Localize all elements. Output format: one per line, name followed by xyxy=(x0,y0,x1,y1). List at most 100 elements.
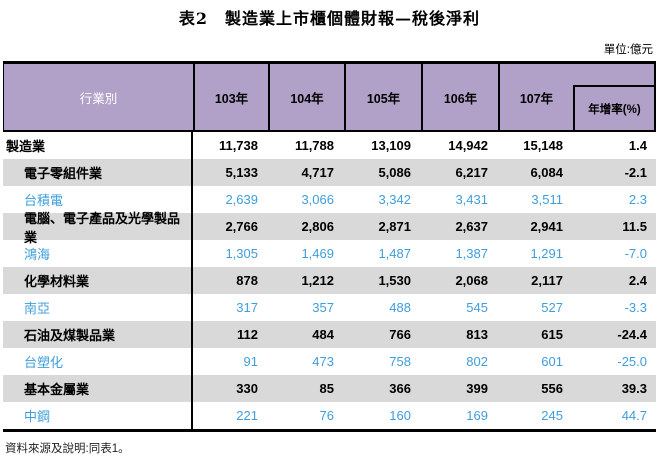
cell-growth-rate: -3.3 xyxy=(624,300,647,315)
cell-growth-rate: 11.5 xyxy=(622,219,647,234)
cell-year-value: 615 xyxy=(541,327,563,342)
cell-year-value: 6,084 xyxy=(530,165,563,180)
table-row: 南亞 317 357 488 545 527 -3.3 xyxy=(3,294,656,321)
cell-year-value: 221 xyxy=(236,408,258,423)
cell-year-value: 85 xyxy=(319,381,334,396)
cell-year-value: 1,212 xyxy=(301,273,334,288)
cell-year-value: 1,305 xyxy=(225,246,258,261)
row-category-label: 台積電 xyxy=(3,186,193,213)
cell-growth-rate: -2.1 xyxy=(624,165,647,180)
cell-year-value: 1,387 xyxy=(455,246,488,261)
cell-growth-rate: 44.7 xyxy=(621,408,647,423)
cell-year-value: 366 xyxy=(389,381,411,396)
header-industry-category: 行業別 xyxy=(79,91,118,106)
cell-year-value: 330 xyxy=(236,381,258,396)
cell-year-value: 473 xyxy=(312,354,334,369)
header-year-107: 107年 xyxy=(498,64,573,130)
header-year-104: 104年 xyxy=(268,64,344,130)
cell-growth-rate: -24.4 xyxy=(617,327,647,342)
cell-year-value: 802 xyxy=(466,354,488,369)
cell-year-value: 15,148 xyxy=(523,138,563,153)
table-row: 化學材料業 878 1,212 1,530 2,068 2,117 2.4 xyxy=(3,267,656,294)
cell-growth-rate: 1.4 xyxy=(628,138,647,153)
table-row: 基本金屬業 330 85 366 399 556 39.3 xyxy=(3,375,656,402)
cell-growth-rate: -7.0 xyxy=(624,246,647,261)
header-year-106: 106年 xyxy=(421,64,498,130)
row-category-label: 石油及煤製品業 xyxy=(3,321,193,348)
cell-year-value: 878 xyxy=(236,273,258,288)
cell-year-value: 2,117 xyxy=(531,273,563,288)
cell-year-value: 2,766 xyxy=(225,219,258,234)
row-category-label: 台塑化 xyxy=(3,348,193,375)
cell-year-value: 1,291 xyxy=(530,246,563,261)
cell-year-value: 3,431 xyxy=(455,192,488,207)
cell-year-value: 11,788 xyxy=(294,138,334,153)
cell-year-value: 2,639 xyxy=(225,192,258,207)
cell-year-value: 317 xyxy=(236,300,258,315)
header-growth-zone: 年增率(%) xyxy=(573,64,654,130)
cell-year-value: 1,487 xyxy=(378,246,411,261)
cell-year-value: 766 xyxy=(389,327,411,342)
cell-year-value: 160 xyxy=(389,408,411,423)
cell-year-value: 3,066 xyxy=(301,192,334,207)
cell-growth-rate: 39.3 xyxy=(621,381,647,396)
cell-year-value: 488 xyxy=(389,300,411,315)
page-title: 表2 製造業上市櫃個體財報—稅後淨利 xyxy=(178,9,481,28)
row-category-label: 南亞 xyxy=(3,294,193,321)
cell-year-value: 527 xyxy=(541,300,563,315)
row-category-label: 化學材料業 xyxy=(3,267,193,294)
cell-year-value: 545 xyxy=(466,300,488,315)
net-profit-table: 行業別 103年 104年 105年 106年 107年 年增率(%) 製造業 1… xyxy=(3,61,656,432)
row-category-label: 基本金屬業 xyxy=(3,375,193,402)
cell-year-value: 76 xyxy=(319,408,334,423)
table-body: 製造業 11,738 11,788 13,109 14,942 15,148 1.4 電子零組… xyxy=(3,132,656,432)
cell-year-value: 2,068 xyxy=(455,273,488,288)
row-category-label: 鴻海 xyxy=(3,240,193,267)
cell-year-value: 1,469 xyxy=(301,246,334,261)
cell-year-value: 14,942 xyxy=(448,138,488,153)
cell-year-value: 556 xyxy=(541,381,563,396)
table-row: 台積電 2,639 3,066 3,342 3,431 3,511 2.3 xyxy=(3,186,656,213)
cell-year-value: 4,717 xyxy=(301,165,334,180)
table-row: 石油及煤製品業 112 484 766 813 615 -24.4 xyxy=(3,321,656,348)
cell-year-value: 2,806 xyxy=(301,219,334,234)
unit-label: 單位:億元 xyxy=(603,44,653,56)
cell-year-value: 91 xyxy=(243,354,258,369)
cell-year-value: 357 xyxy=(312,300,334,315)
row-category-label: 電子零組件業 xyxy=(3,159,193,186)
row-category-label: 電腦、電子產品及光學製品業 xyxy=(3,211,193,245)
header-year-105: 105年 xyxy=(344,64,421,130)
cell-year-value: 112 xyxy=(237,327,258,342)
cell-year-value: 813 xyxy=(466,327,488,342)
table-row: 製造業 11,738 11,788 13,109 14,942 15,148 1.4 xyxy=(3,132,656,159)
cell-growth-rate: 2.3 xyxy=(628,192,647,207)
table-row: 中鋼 221 76 160 169 245 44.7 xyxy=(3,402,656,429)
cell-year-value: 5,086 xyxy=(378,165,411,180)
table-row: 台塑化 91 473 758 802 601 -25.0 xyxy=(3,348,656,375)
cell-year-value: 758 xyxy=(389,354,411,369)
table-row: 鴻海 1,305 1,469 1,487 1,387 1,291 -7.0 xyxy=(3,240,656,267)
cell-year-value: 399 xyxy=(466,381,488,396)
source-note: 資料來源及說明:同表1。 xyxy=(5,443,130,455)
cell-growth-rate: -25.0 xyxy=(617,354,647,369)
cell-year-value: 169 xyxy=(466,408,488,423)
row-category-label: 中鋼 xyxy=(3,402,193,429)
cell-year-value: 3,511 xyxy=(531,192,563,207)
cell-year-value: 601 xyxy=(541,354,563,369)
cell-year-value: 5,133 xyxy=(225,165,258,180)
cell-year-value: 245 xyxy=(541,408,563,423)
row-category-label: 製造業 xyxy=(3,132,193,159)
header-growth-rate: 年增率(%) xyxy=(573,85,654,130)
cell-year-value: 2,871 xyxy=(378,219,411,234)
cell-year-value: 1,530 xyxy=(378,273,411,288)
cell-year-value: 13,109 xyxy=(371,138,411,153)
cell-year-value: 2,941 xyxy=(530,219,563,234)
cell-year-value: 3,342 xyxy=(378,192,411,207)
cell-year-value: 2,637 xyxy=(455,219,488,234)
table-row: 電子零組件業 5,133 4,717 5,086 6,217 6,084 -2.1 xyxy=(3,159,656,186)
table-row: 電腦、電子產品及光學製品業 2,766 2,806 2,871 2,637 2,941 11… xyxy=(3,211,656,245)
cell-growth-rate: 2.4 xyxy=(628,273,647,288)
header-year-103: 103年 xyxy=(193,64,268,130)
cell-year-value: 484 xyxy=(312,327,334,342)
